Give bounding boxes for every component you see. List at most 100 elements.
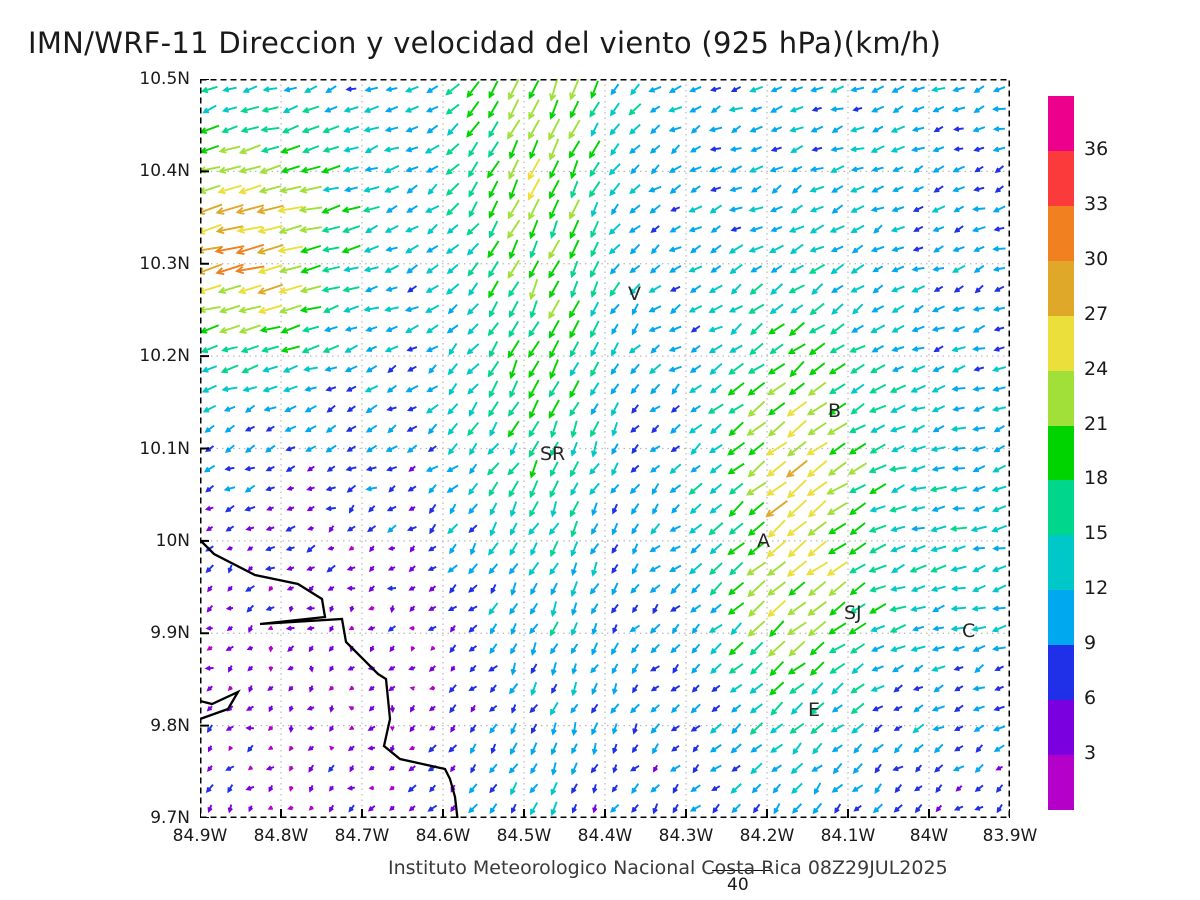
wind-arrow: [348, 545, 355, 551]
wind-arrow: [767, 640, 786, 657]
wind-arrow: [991, 565, 1007, 573]
wind-arrow: [469, 724, 477, 733]
wind-arrow: [223, 405, 236, 412]
wind-arrow: [891, 365, 904, 372]
wind-arrow: [913, 664, 924, 673]
wind-arrow: [831, 682, 844, 695]
wind-arrow: [225, 605, 234, 611]
wind-arrow: [265, 546, 276, 552]
wind-arrow: [384, 264, 399, 273]
wind-arrow: [650, 124, 661, 135]
wind-arrow: [321, 265, 340, 273]
wind-vector-field: [200, 79, 1010, 818]
wind-arrow: [589, 462, 600, 475]
wind-arrow: [731, 764, 741, 772]
wind-arrow: [406, 526, 417, 532]
wind-arrow: [468, 201, 478, 218]
wind-arrow: [811, 682, 824, 695]
wind-arrow: [872, 705, 884, 712]
wind-arrow: [810, 125, 824, 133]
wind-arrow: [991, 485, 1007, 493]
wind-arrow: [368, 585, 375, 593]
wind-arrow: [446, 224, 459, 234]
wind-arrow: [790, 762, 804, 775]
wind-arrow: [952, 306, 965, 312]
wind-arrow: [221, 385, 238, 393]
wind-arrow: [408, 585, 416, 591]
wind-arrow: [218, 304, 241, 314]
wind-arrow: [910, 384, 926, 393]
wind-arrow: [711, 684, 721, 693]
wind-arrow: [972, 425, 986, 432]
wind-arrow: [549, 280, 560, 299]
wind-arrow: [791, 184, 802, 194]
wind-arrow: [893, 705, 903, 711]
wind-arrow: [690, 442, 702, 456]
wind-arrow: [609, 182, 621, 197]
wind-arrow: [630, 363, 640, 375]
wind-arrow: [384, 224, 399, 233]
wind-arrow: [689, 364, 702, 374]
wind-arrow: [529, 240, 539, 259]
wind-arrow: [750, 762, 763, 775]
wind-arrow: [508, 139, 519, 160]
wind-arrow: [467, 323, 479, 335]
wind-arrow: [811, 106, 822, 112]
wind-arrow: [548, 299, 561, 320]
wind-arrow: [911, 86, 925, 93]
wind-arrow: [448, 382, 458, 396]
wind-arrow: [217, 165, 242, 174]
wind-arrow: [329, 725, 334, 733]
wind-arrow: [224, 465, 235, 472]
x-axis-tick-label: 84W: [909, 826, 949, 846]
wind-arrow: [631, 523, 640, 535]
wind-arrow: [469, 664, 477, 673]
wind-arrow: [708, 325, 723, 333]
wind-arrow: [267, 805, 273, 810]
wind-arrow: [831, 303, 844, 315]
wind-arrow: [972, 465, 986, 473]
wind-arrow: [466, 101, 480, 119]
wind-arrow: [299, 306, 322, 314]
wind-arrow: [528, 99, 540, 121]
wind-arrow: [729, 683, 743, 693]
coastline: [200, 539, 459, 818]
wind-arrow: [808, 342, 826, 356]
wind-arrow: [791, 782, 803, 795]
wind-arrow: [710, 105, 721, 114]
wind-arrow: [890, 544, 906, 553]
wind-arrow: [870, 145, 885, 153]
wind-arrow: [510, 782, 518, 796]
wind-arrow: [406, 264, 419, 274]
colorbar-tick-label: 24: [1084, 357, 1109, 380]
wind-arrow: [612, 503, 618, 515]
wind-arrow: [728, 421, 744, 437]
wind-arrow: [672, 803, 679, 814]
wind-arrow: [385, 325, 398, 333]
wind-arrow: [469, 463, 478, 475]
wind-arrow: [386, 384, 397, 393]
wind-arrow: [591, 682, 598, 696]
wind-arrow: [709, 86, 722, 93]
wind-arrow: [911, 424, 926, 433]
wind-arrow: [590, 301, 600, 318]
wind-arrow: [592, 804, 598, 814]
wind-arrow: [689, 166, 702, 173]
wind-arrow: [468, 482, 479, 496]
wind-arrow: [366, 444, 378, 453]
wind-arrow: [708, 444, 723, 454]
wind-arrow: [428, 605, 437, 611]
wind-arrow: [299, 285, 322, 294]
wind-arrow: [974, 784, 984, 793]
wind-arrow: [549, 461, 559, 477]
wind-arrow: [690, 784, 701, 793]
wind-arrow: [871, 105, 885, 113]
wind-arrow: [807, 422, 827, 436]
wind-arrow: [528, 340, 540, 358]
wind-arrow: [467, 421, 479, 437]
wind-arrow: [277, 205, 304, 214]
wind-arrow: [344, 326, 358, 332]
wind-arrow: [247, 744, 254, 753]
wind-arrow: [445, 163, 460, 175]
wind-arrow: [571, 762, 578, 776]
